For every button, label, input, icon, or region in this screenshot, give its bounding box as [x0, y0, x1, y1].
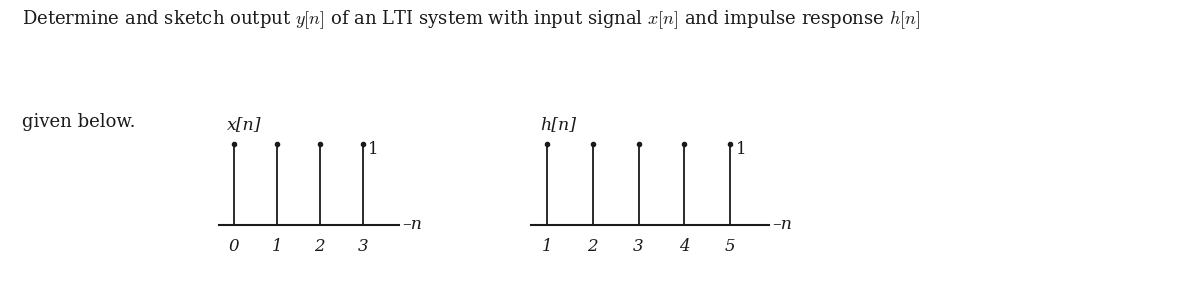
Text: 3: 3	[634, 238, 644, 255]
Text: 4: 4	[679, 238, 690, 255]
Text: given below.: given below.	[22, 113, 136, 131]
Text: h[n]: h[n]	[540, 117, 576, 134]
Text: 1: 1	[542, 238, 552, 255]
Text: 0: 0	[228, 238, 239, 255]
Text: 2: 2	[588, 238, 598, 255]
Text: 1: 1	[736, 141, 746, 158]
Text: –n: –n	[403, 217, 422, 233]
Text: 3: 3	[358, 238, 368, 255]
Text: 2: 2	[314, 238, 325, 255]
Text: 1: 1	[271, 238, 282, 255]
Text: –n: –n	[773, 217, 792, 233]
Text: x[n]: x[n]	[227, 117, 262, 134]
Text: 5: 5	[725, 238, 736, 255]
Text: 1: 1	[368, 141, 379, 158]
Text: Determine and sketch output $y[n]$ of an LTI system with input signal $x[n]$ and: Determine and sketch output $y[n]$ of an…	[22, 9, 920, 31]
